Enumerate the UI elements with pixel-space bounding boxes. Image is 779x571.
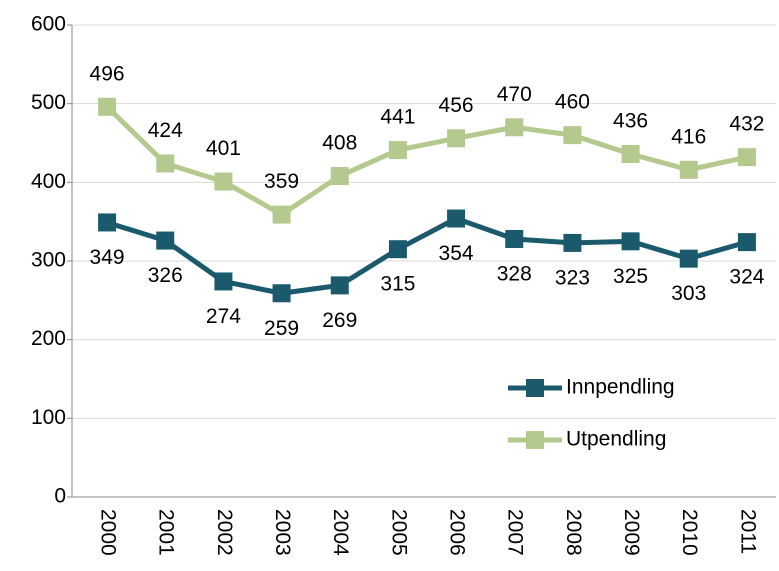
x-tick-label: 2002: [213, 509, 236, 556]
x-tick-label: 2011: [736, 509, 759, 554]
data-label: 416: [671, 125, 706, 148]
legend-marker: [526, 379, 544, 397]
data-label: 326: [148, 264, 183, 287]
data-label: 303: [671, 282, 706, 305]
data-label: 456: [439, 94, 474, 117]
x-tick-label: 2009: [620, 509, 643, 556]
data-label: 408: [322, 132, 357, 155]
marker: [621, 232, 640, 251]
marker: [447, 129, 466, 148]
marker: [156, 154, 175, 173]
x-tick-label: 2005: [387, 509, 410, 556]
marker: [679, 249, 698, 268]
series-line: [105, 105, 748, 218]
data-label: 274: [206, 305, 241, 328]
x-tick-label: 2003: [271, 509, 294, 556]
legend-marker: [526, 431, 544, 449]
x-tick-label: 2000: [97, 509, 120, 556]
data-label: 432: [729, 113, 764, 136]
data-label: 401: [206, 137, 241, 160]
data-label: 325: [613, 265, 648, 288]
data-label: 460: [555, 91, 590, 114]
marker: [214, 172, 233, 191]
x-tick-label: 2008: [562, 509, 585, 556]
y-tick-label: 500: [31, 91, 66, 114]
data-label: 259: [264, 317, 299, 340]
marker: [214, 272, 233, 291]
marker: [563, 233, 582, 252]
marker: [272, 205, 291, 224]
marker: [330, 276, 349, 295]
y-tick-label: 600: [31, 13, 66, 36]
marker: [330, 167, 349, 186]
data-label: 328: [497, 263, 532, 286]
data-label: 424: [148, 119, 183, 142]
marker: [737, 233, 756, 252]
marker: [679, 160, 698, 179]
x-tick-label: 2006: [446, 509, 469, 556]
x-tick-label: 2001: [155, 509, 178, 556]
marker: [388, 141, 407, 160]
marker: [98, 213, 117, 232]
y-tick-label: 400: [31, 170, 66, 193]
legend-label: Utpendling: [566, 428, 666, 451]
y-tick-label: 200: [31, 327, 66, 350]
data-label: 324: [729, 266, 764, 289]
marker: [156, 231, 175, 250]
x-tick-label: 2010: [678, 509, 701, 556]
data-label: 470: [497, 83, 532, 106]
data-label: 496: [90, 62, 125, 85]
data-label: 349: [90, 246, 125, 269]
data-label: 441: [380, 106, 415, 129]
marker: [505, 118, 524, 137]
marker: [563, 126, 582, 145]
series-line: [106, 216, 748, 296]
y-tick-label: 0: [54, 485, 66, 508]
data-label: 354: [439, 242, 474, 265]
marker: [447, 209, 466, 228]
marker: [621, 145, 640, 164]
y-tick-label: 300: [31, 249, 66, 272]
marker: [98, 97, 117, 116]
marker: [388, 240, 407, 259]
data-label: 436: [613, 110, 648, 133]
x-tick-label: 2004: [329, 509, 352, 556]
x-tick-label: 2007: [504, 509, 527, 556]
marker: [737, 148, 756, 167]
marker: [272, 284, 291, 303]
y-tick-label: 100: [31, 406, 66, 429]
data-label: 359: [264, 170, 299, 193]
data-label: 323: [555, 266, 590, 289]
data-label: 315: [380, 273, 415, 296]
marker: [505, 229, 524, 248]
data-label: 269: [322, 309, 357, 332]
legend-label: Innpendling: [566, 376, 675, 399]
